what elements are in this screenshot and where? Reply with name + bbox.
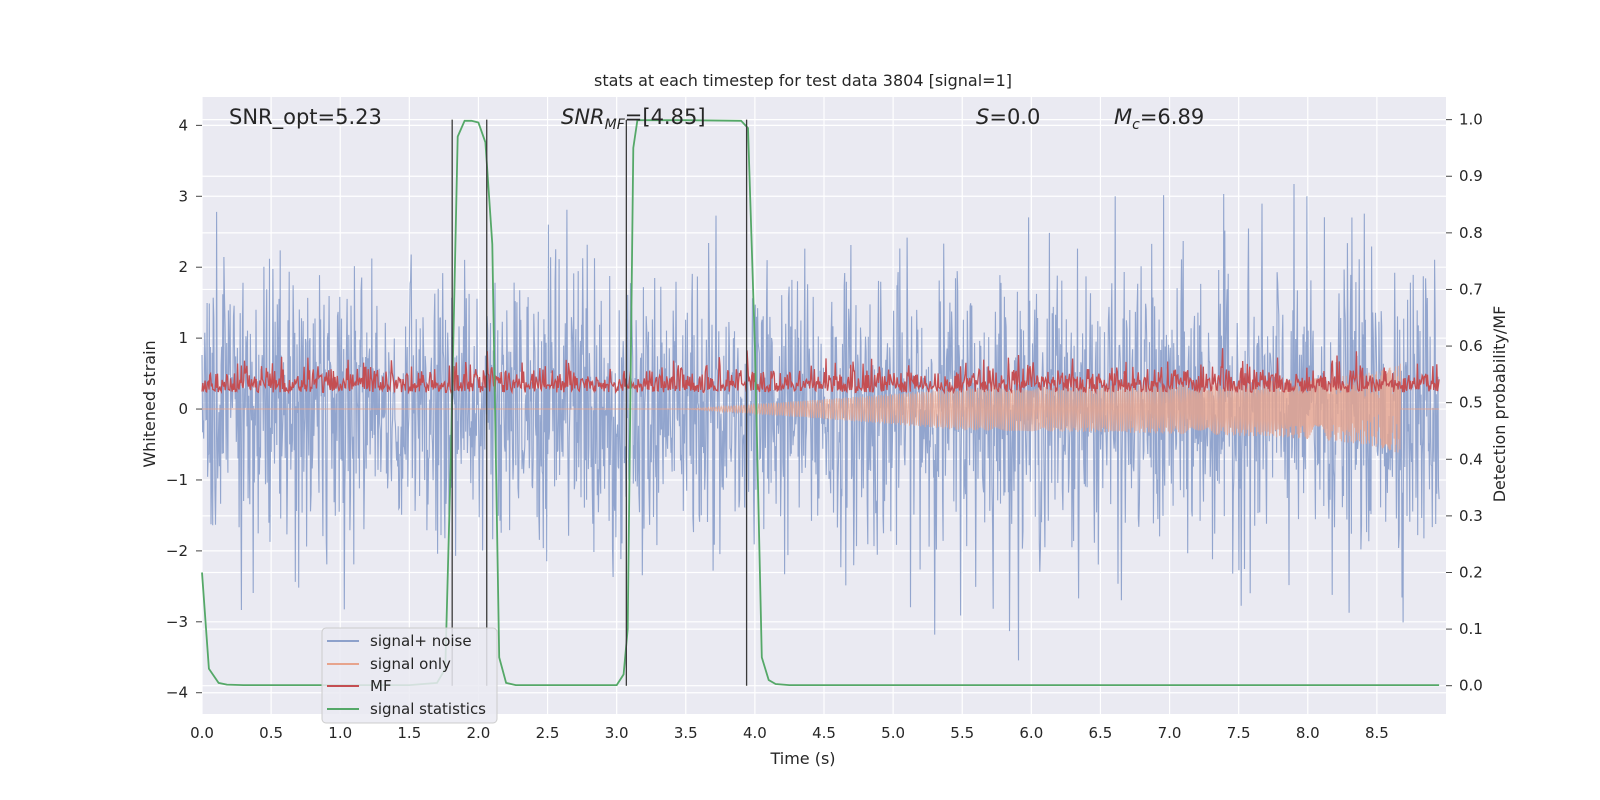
y2-tick-label: 0.7 [1459, 280, 1483, 298]
y2-tick-label: 0.4 [1459, 450, 1483, 468]
x-tick-label: 8.0 [1296, 724, 1320, 742]
x-tick-label: 5.0 [881, 724, 905, 742]
x-tick-label: 2.5 [536, 724, 560, 742]
y2-tick-label: 0.1 [1459, 620, 1483, 638]
y-axis-label: Whitened strain [140, 340, 159, 467]
y-tick-label: −2 [166, 542, 188, 560]
legend-label-signal-noise: signal+ noise [370, 632, 472, 650]
legend-box [321, 627, 498, 724]
x-tick-label: 7.0 [1158, 724, 1182, 742]
y-axis-ticks: −4 −3 −2 −1 0 1 2 3 4 [166, 116, 202, 702]
legend-label-mf: MF [370, 677, 392, 695]
y2-tick-label: 0.3 [1459, 507, 1483, 525]
y2-tick-label: 1.0 [1459, 111, 1483, 129]
x-tick-label: 6.0 [1019, 724, 1043, 742]
legend-label-signal-only: signal only [370, 655, 451, 673]
mc-main: M [1114, 105, 1132, 129]
mc-value: =6.89 [1140, 105, 1204, 129]
snr-mf-value: =[4.85] [625, 105, 706, 129]
detection-vlines [451, 119, 748, 686]
y-tick-label: 2 [178, 258, 188, 276]
x-tick-label: 5.5 [950, 724, 974, 742]
x-tick-label: 0.0 [190, 724, 214, 742]
y-tick-label: −1 [166, 471, 188, 489]
s-annotation: S=0.0 [976, 105, 1040, 129]
y-tick-label: −3 [166, 613, 188, 631]
y-tick-label: 0 [178, 400, 188, 418]
mc-annotation: Mc=6.89 [1114, 105, 1204, 133]
legend-label-signal-statistics: signal statistics [370, 700, 486, 718]
y2-tick-label: 0.8 [1459, 224, 1483, 242]
y-tick-label: 1 [178, 329, 188, 347]
x-tick-label: 4.5 [812, 724, 836, 742]
y-tick-label: 4 [178, 116, 188, 134]
legend: signal+ noise signal only MF signal stat… [321, 627, 498, 724]
y-tick-label: −4 [166, 684, 188, 702]
y2-axis-label: Detection probability/MF [1490, 306, 1509, 503]
snr-mf-annotation: SNRMF=[4.85] [561, 105, 706, 133]
s-value: =0.0 [989, 105, 1040, 129]
s-main: S [976, 105, 989, 129]
snr-mf-main: SNR [561, 105, 605, 129]
y2-tick-label: 0.0 [1459, 677, 1483, 695]
x-tick-label: 8.5 [1365, 724, 1389, 742]
x-tick-label: 0.5 [259, 724, 283, 742]
y2-tick-label: 0.5 [1459, 394, 1483, 412]
x-tick-label: 2.0 [467, 724, 491, 742]
snr-mf-sub: MF [605, 117, 626, 133]
snr-opt-annotation: SNR_opt=5.23 [229, 105, 382, 130]
y2-tick-label: 0.6 [1459, 337, 1483, 355]
y2-axis-ticks: 0.0 0.1 0.2 0.3 0.4 0.5 0.6 0.7 0.8 0.9 1.0 [1446, 111, 1483, 695]
x-axis-label: Time (s) [769, 749, 835, 768]
x-tick-label: 7.5 [1227, 724, 1251, 742]
x-tick-label: 1.0 [328, 724, 352, 742]
mc-sub: c [1132, 117, 1140, 133]
y2-tick-label: 0.2 [1459, 563, 1483, 581]
x-tick-label: 1.5 [397, 724, 421, 742]
x-tick-label: 4.0 [743, 724, 767, 742]
y-tick-label: 3 [178, 187, 188, 205]
x-tick-label: 3.5 [674, 724, 698, 742]
x-tick-label: 3.0 [605, 724, 629, 742]
mf-series [201, 348, 1440, 395]
mf-line [201, 348, 1440, 395]
chart-title: stats at each timestep for test data 380… [594, 71, 1012, 90]
x-tick-label: 6.5 [1089, 724, 1113, 742]
x-axis-ticks: 0.0 0.5 1.0 1.5 2.0 2.5 3.0 3.5 4.0 4.5 5.0 5.5 6.0 6… [190, 724, 1389, 742]
y2-tick-label: 0.9 [1459, 167, 1483, 185]
